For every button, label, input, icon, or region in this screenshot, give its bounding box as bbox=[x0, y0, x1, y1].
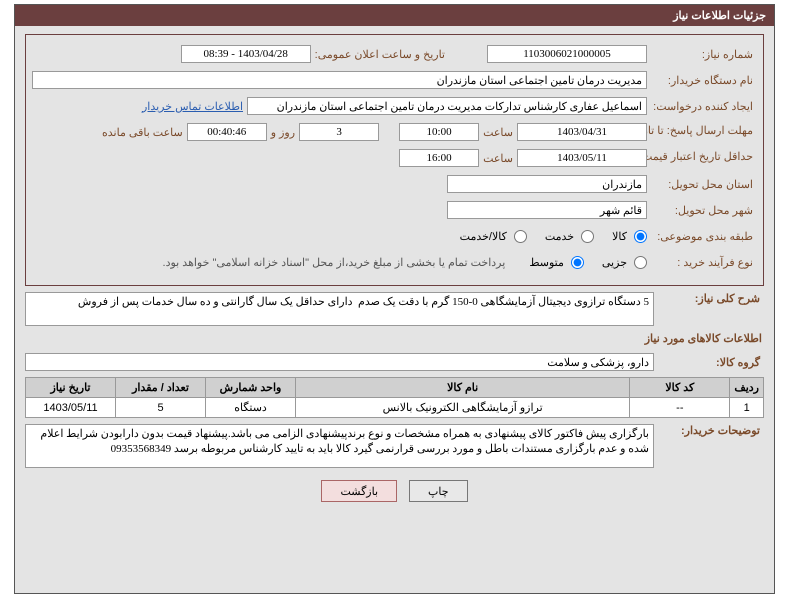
lbl-buyer-org: نام دستگاه خریدار: bbox=[647, 74, 757, 87]
fld-goods-group[interactable] bbox=[25, 353, 654, 371]
fld-requester[interactable] bbox=[247, 97, 647, 115]
details-window: جزئیات اطلاعات نیاز شماره نیاز: تاریخ و … bbox=[14, 4, 775, 594]
col-header: واحد شمارش bbox=[206, 378, 296, 398]
lbl-hour2: ساعت bbox=[479, 152, 517, 165]
table-row: 1--ترازو آزمایشگاهی الکترونیک بالانسدستگ… bbox=[26, 398, 764, 418]
section-goods-info: اطلاعات کالاهای مورد نیاز bbox=[27, 332, 762, 345]
fld-need-no[interactable] bbox=[487, 45, 647, 63]
lbl-treasury: پرداخت تمام یا بخشی از مبلغ خرید،از محل … bbox=[159, 256, 510, 269]
goods-table: ردیفکد کالانام کالاواحد شمارشتعداد / مقد… bbox=[25, 377, 764, 418]
link-buyer-contact[interactable]: اطلاعات تماس خریدار bbox=[138, 100, 247, 113]
lbl-price-valid: حداقل تاریخ اعتبار قیمت: تا تاریخ: bbox=[647, 151, 757, 164]
lbl-deliv-prov: استان محل تحویل: bbox=[647, 178, 757, 191]
lbl-remain: ساعت باقی مانده bbox=[98, 126, 187, 139]
fld-resp-date[interactable] bbox=[517, 123, 647, 141]
radio-minor[interactable]: جزیی bbox=[602, 256, 647, 269]
fld-price-date[interactable] bbox=[517, 149, 647, 167]
fld-buyer-org[interactable] bbox=[32, 71, 647, 89]
fld-price-time[interactable] bbox=[399, 149, 479, 167]
radio-goods[interactable]: کالا bbox=[612, 230, 647, 243]
lbl-category: طبقه بندی موضوعی: bbox=[647, 230, 757, 243]
radio-both[interactable]: کالا/خدمت bbox=[460, 230, 527, 243]
radio-service[interactable]: خدمت bbox=[545, 230, 594, 243]
main-panel: شماره نیاز: تاریخ و ساعت اعلان عمومی: نا… bbox=[25, 34, 764, 286]
lbl-need-desc: شرح کلی نیاز: bbox=[654, 292, 764, 305]
col-header: ردیف bbox=[730, 378, 764, 398]
lbl-proc-type: نوع فرآیند خرید : bbox=[647, 256, 757, 269]
fld-deliv-prov[interactable] bbox=[447, 175, 647, 193]
lbl-buyer-notes: توضیحات خریدار: bbox=[654, 424, 764, 437]
fld-need-desc[interactable] bbox=[25, 292, 654, 326]
fld-deliv-city[interactable] bbox=[447, 201, 647, 219]
window-title: جزئیات اطلاعات نیاز bbox=[15, 5, 774, 26]
fld-pub-date[interactable] bbox=[181, 45, 311, 63]
col-header: تعداد / مقدار bbox=[116, 378, 206, 398]
lbl-resp-deadline: مهلت ارسال پاسخ: تا تاریخ: bbox=[647, 125, 757, 138]
col-header: نام کالا bbox=[296, 378, 630, 398]
lbl-pub-date: تاریخ و ساعت اعلان عمومی: bbox=[311, 48, 449, 61]
fld-remain-days bbox=[299, 123, 379, 141]
print-button[interactable]: چاپ bbox=[409, 480, 468, 502]
fld-buyer-notes[interactable] bbox=[25, 424, 654, 468]
radio-mid[interactable]: متوسط bbox=[529, 256, 584, 269]
lbl-days-and: روز و bbox=[267, 126, 299, 139]
lbl-deliv-city: شهر محل تحویل: bbox=[647, 204, 757, 217]
lbl-hour1: ساعت bbox=[479, 126, 517, 139]
fld-resp-time[interactable] bbox=[399, 123, 479, 141]
col-header: کد کالا bbox=[630, 378, 730, 398]
col-header: تاریخ نیاز bbox=[26, 378, 116, 398]
lbl-need-no: شماره نیاز: bbox=[647, 48, 757, 61]
lbl-goods-group: گروه کالا: bbox=[654, 356, 764, 369]
fld-remain-time bbox=[187, 123, 267, 141]
lbl-requester: ایجاد کننده درخواست: bbox=[647, 100, 757, 113]
back-button[interactable]: بازگشت bbox=[321, 480, 397, 502]
